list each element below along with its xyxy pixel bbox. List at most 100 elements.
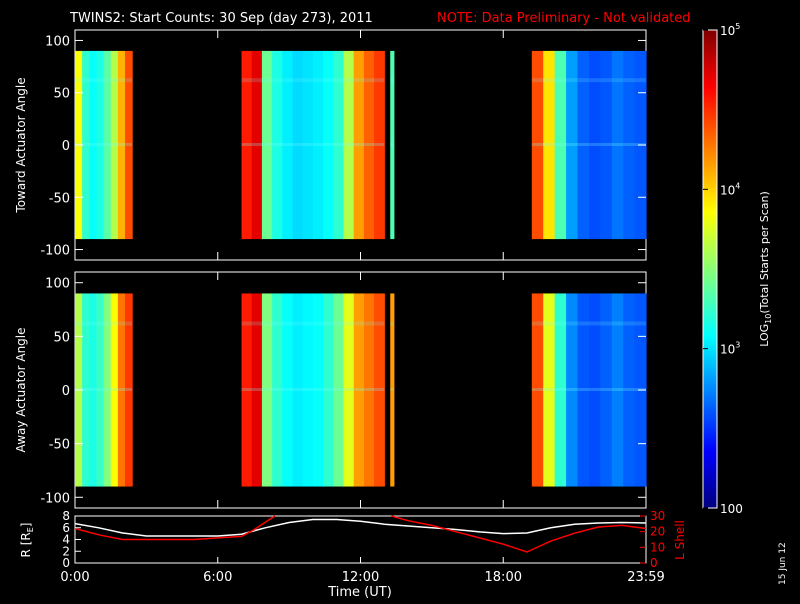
zero-angle-band <box>241 143 385 146</box>
spectrogram-cell <box>110 293 119 487</box>
y-tick-label: 0 <box>62 139 70 154</box>
spectrogram-cell <box>110 50 119 240</box>
spectrogram-cell <box>343 50 355 240</box>
spectrogram-cell <box>588 293 601 487</box>
colorbar-gradient <box>702 29 718 509</box>
spectrogram-cell <box>89 50 98 240</box>
l-shell-tick-label: 0 <box>650 556 658 570</box>
radius-axis-label: R [RE] <box>19 523 35 558</box>
spectrogram-cell <box>96 50 105 240</box>
spectrogram-cell <box>600 293 613 487</box>
spectrogram-cell <box>577 50 590 240</box>
spectrogram-cell <box>323 293 334 487</box>
spectrogram-cell <box>272 293 283 487</box>
spectrogram-cell <box>554 50 567 240</box>
y-tick-label: -50 <box>49 191 70 206</box>
spectrogram-cell <box>600 50 613 240</box>
colorbar-label: LOG10(Total Starts per Scan) <box>758 191 773 347</box>
spectrogram-cell <box>363 293 375 487</box>
x-tick-label: 23:59 <box>627 570 664 585</box>
high-angle-band <box>75 78 133 83</box>
colorbar-tick-label: 100 <box>720 502 743 516</box>
spectrogram-cell <box>103 50 112 240</box>
colorbar-tick-label: 104 <box>720 181 740 197</box>
date-stamp: 15 Jun 12 <box>778 542 788 585</box>
y-tick-label: 100 <box>45 34 70 49</box>
spectrogram-cell <box>251 293 263 487</box>
y-tick-label: 50 <box>53 330 70 345</box>
chart-title: TWINS2: Start Counts: 30 Sep (day 273), … <box>69 11 373 26</box>
high-angle-band <box>75 321 133 326</box>
spectrogram-cell <box>554 293 567 487</box>
y-tick-label: 0 <box>62 384 70 399</box>
high-angle-band <box>241 78 385 83</box>
spectrogram-cell <box>302 50 314 240</box>
spectrogram-cell <box>333 293 345 487</box>
y-tick-label: 50 <box>53 87 70 102</box>
spectrogram-cell <box>96 293 105 487</box>
spectrogram-cell <box>566 50 579 240</box>
colorbar: 100 103 104 105 LOG10(Total Starts per Scan… <box>702 22 773 516</box>
x-tick-label: 6:00 <box>203 570 232 585</box>
spectrogram-cell <box>251 50 263 240</box>
spectrogram-cell <box>312 50 324 240</box>
spectrogram-cell <box>543 293 556 487</box>
x-tick-label: 12:00 <box>342 570 379 585</box>
radius-tick-label: 4 <box>62 533 70 547</box>
spectrogram-cell <box>323 50 334 240</box>
spectrogram-cell <box>531 293 544 487</box>
spectrogram-cell <box>241 50 253 240</box>
spectrogram-cell <box>241 293 253 487</box>
high-angle-band <box>531 78 646 83</box>
spectrogram-cell <box>261 50 273 240</box>
spectrogram-cell <box>363 50 375 240</box>
radius-tick-label: 6 <box>62 521 70 535</box>
spectrogram-cell <box>623 50 636 240</box>
spectrogram-cell <box>117 50 126 240</box>
l-shell-tick-label: 30 <box>650 509 665 523</box>
spectrogram-cell <box>292 293 304 487</box>
zero-angle-band <box>390 388 394 391</box>
y-tick-label: -50 <box>49 438 70 453</box>
spectrogram-cell <box>292 50 304 240</box>
l-shell-tick-label: 20 <box>650 525 665 539</box>
spectrogram-cell <box>302 293 314 487</box>
high-angle-band <box>531 321 646 326</box>
away-spectrogram-panel: -100 -50 0 50 100 Away Actuator Angle <box>14 271 647 509</box>
spectrogram-cell <box>124 50 133 240</box>
zero-angle-band <box>531 143 646 146</box>
spectrogram-cell <box>353 50 365 240</box>
radius-line <box>74 518 647 537</box>
zero-angle-band <box>75 143 133 146</box>
high-angle-band <box>390 78 394 83</box>
l-shell-axis-label: L Shell <box>673 520 687 560</box>
toward-spectrogram-panel: -100 -50 0 50 100 Toward Actuator Angle <box>14 29 647 261</box>
spectrogram-cell <box>374 50 385 240</box>
spectrogram-cell <box>531 50 544 240</box>
spectrogram-cell <box>623 293 636 487</box>
l-shell-tick-label: 10 <box>650 540 665 554</box>
toward-actuator-angle-label: Toward Actuator Angle <box>14 77 28 213</box>
spectrogram-cell <box>261 293 273 487</box>
colorbar-tick-label: 105 <box>720 22 740 38</box>
spectrogram-cell <box>390 50 395 240</box>
spectrogram-cell <box>353 293 365 487</box>
spectrogram-cell <box>124 293 133 487</box>
data-note: NOTE: Data Preliminary - Not validated <box>437 11 691 26</box>
x-tick-label: 0:00 <box>60 570 89 585</box>
spectrogram-cell <box>89 293 98 487</box>
spectrogram-cell <box>543 50 556 240</box>
time-axis-label: Time (UT) <box>327 585 392 600</box>
spectrogram-cell <box>103 293 112 487</box>
zero-angle-band <box>531 388 646 391</box>
spectrogram-cell <box>117 293 126 487</box>
spectrogram-cell <box>588 50 601 240</box>
y-tick-label: -100 <box>40 491 70 506</box>
spectrogram-cell <box>282 293 294 487</box>
high-angle-band <box>241 321 385 326</box>
zero-angle-band <box>241 388 385 391</box>
spectrogram-cell <box>282 50 294 240</box>
